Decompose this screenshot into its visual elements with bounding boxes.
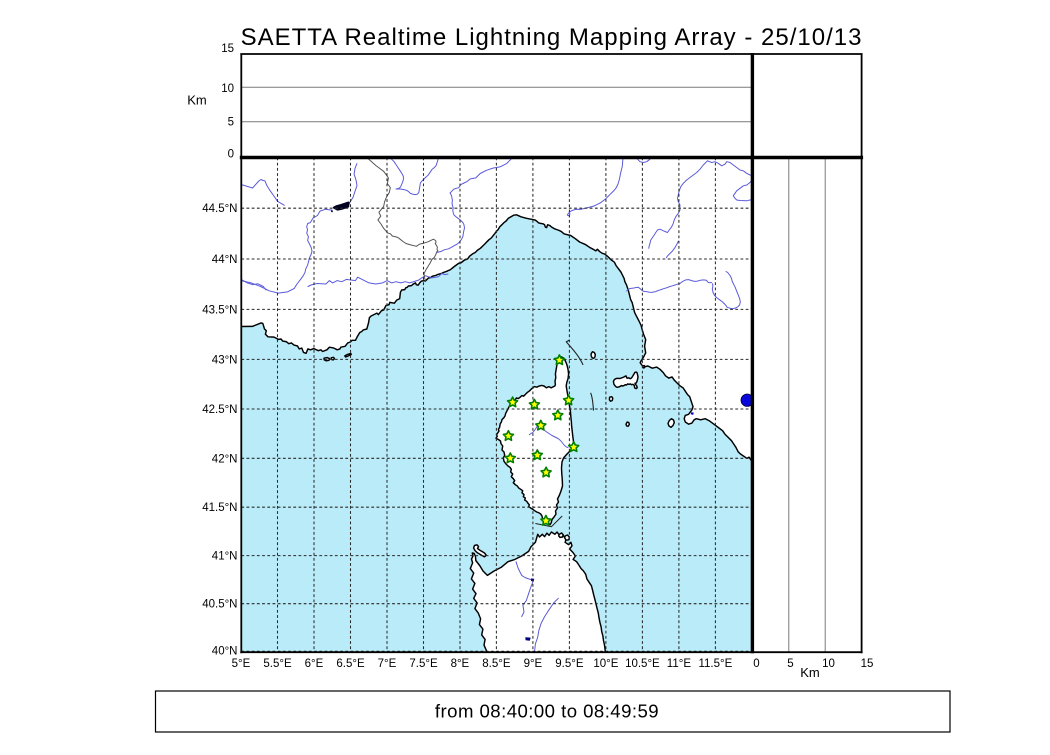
svg-text:9.5°E: 9.5°E bbox=[555, 658, 584, 670]
svg-text:10.5°E: 10.5°E bbox=[625, 658, 660, 670]
svg-text:8°E: 8°E bbox=[451, 658, 470, 670]
svg-text:11.5°E: 11.5°E bbox=[698, 658, 732, 670]
svg-text:5.5°E: 5.5°E bbox=[263, 658, 292, 670]
svg-text:43°N: 43°N bbox=[212, 354, 238, 366]
svg-text:5: 5 bbox=[787, 658, 793, 670]
svg-text:Km: Km bbox=[187, 93, 207, 108]
svg-text:from 08:40:00 to 08:49:59: from 08:40:00 to 08:49:59 bbox=[435, 701, 659, 722]
svg-text:41.5°N: 41.5°N bbox=[202, 502, 237, 514]
svg-text:15: 15 bbox=[221, 43, 234, 55]
svg-text:5: 5 bbox=[228, 117, 234, 129]
svg-text:40.5°N: 40.5°N bbox=[202, 599, 237, 611]
svg-text:10: 10 bbox=[221, 83, 234, 95]
svg-text:0: 0 bbox=[228, 149, 234, 161]
svg-text:15: 15 bbox=[861, 658, 874, 670]
svg-text:6°E: 6°E bbox=[305, 658, 324, 670]
svg-text:7.5°E: 7.5°E bbox=[409, 658, 438, 670]
svg-text:10°E: 10°E bbox=[593, 658, 618, 670]
svg-text:6.5°E: 6.5°E bbox=[336, 658, 365, 670]
svg-text:42°N: 42°N bbox=[212, 453, 238, 465]
svg-text:40°N: 40°N bbox=[212, 645, 238, 657]
svg-text:SAETTA Realtime Lightning Mapp: SAETTA Realtime Lightning Mapping Array … bbox=[241, 24, 863, 51]
svg-text:Km: Km bbox=[800, 665, 820, 680]
svg-text:41°N: 41°N bbox=[212, 551, 238, 563]
svg-text:9°E: 9°E bbox=[524, 658, 543, 670]
svg-text:44.5°N: 44.5°N bbox=[202, 203, 237, 215]
svg-text:11°E: 11°E bbox=[667, 658, 692, 670]
svg-text:7°E: 7°E bbox=[378, 658, 397, 670]
svg-text:42.5°N: 42.5°N bbox=[202, 404, 237, 416]
svg-text:44°N: 44°N bbox=[212, 254, 238, 266]
svg-text:5°E: 5°E bbox=[232, 658, 251, 670]
svg-text:10: 10 bbox=[822, 658, 835, 670]
svg-text:8.5°E: 8.5°E bbox=[482, 658, 511, 670]
svg-text:0: 0 bbox=[753, 658, 759, 670]
svg-text:43.5°N: 43.5°N bbox=[202, 304, 237, 316]
